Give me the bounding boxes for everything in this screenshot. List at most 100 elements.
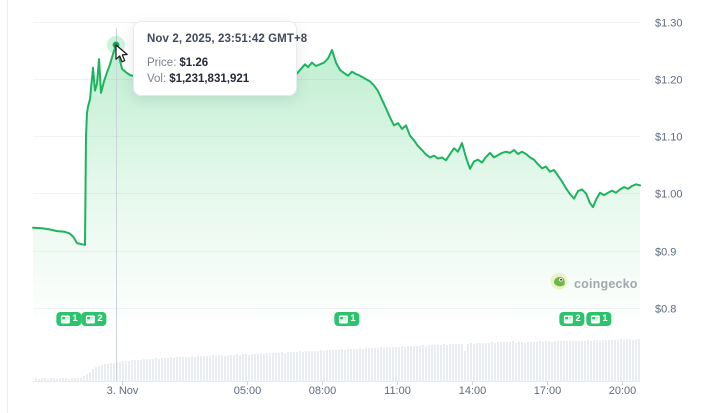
volume-bar xyxy=(368,348,370,381)
volume-bar xyxy=(188,357,190,381)
volume-bar xyxy=(140,360,142,381)
tooltip-timestamp: Nov 2, 2025, 23:51:42 GMT+8 xyxy=(147,33,308,45)
volume-bar xyxy=(356,349,358,381)
volume-bar xyxy=(230,355,232,381)
x-axis-tick-label: 20:00 xyxy=(609,385,637,397)
news-badge[interactable]: 1 xyxy=(586,312,612,326)
x-axis-tick-label: 17:00 xyxy=(534,385,562,397)
coingecko-logo-icon xyxy=(550,272,568,295)
volume-bar xyxy=(419,346,421,381)
volume-bar xyxy=(413,346,415,381)
volume-bar xyxy=(110,363,112,381)
volume-bar xyxy=(536,342,538,381)
volume-bar xyxy=(506,342,508,381)
volume-bar xyxy=(47,379,49,381)
x-axis-tick-label: 11:00 xyxy=(384,385,411,397)
volume-bar xyxy=(179,357,181,381)
volume-bar xyxy=(380,347,382,381)
volume-bar xyxy=(551,342,553,381)
volume-bar xyxy=(443,344,445,381)
volume-bar xyxy=(548,341,550,381)
volume-bar xyxy=(158,359,160,381)
tooltip-price-label: Price: xyxy=(147,57,177,69)
volume-bar xyxy=(347,349,349,381)
volume-bar xyxy=(599,341,601,381)
volume-bar xyxy=(476,343,478,381)
volume-bar xyxy=(563,341,565,381)
volume-bar xyxy=(569,341,571,381)
volume-bar xyxy=(572,341,574,381)
volume-bar xyxy=(434,345,436,381)
volume-bar xyxy=(332,350,334,381)
volume-bar xyxy=(83,376,85,381)
volume-bar xyxy=(239,355,241,381)
volume-bar xyxy=(473,344,475,381)
volume-bar xyxy=(485,343,487,381)
volume-bar xyxy=(74,378,76,381)
volume-bar xyxy=(272,353,274,381)
news-badge[interactable]: 2 xyxy=(559,312,585,326)
volume-bar xyxy=(596,340,598,381)
news-badge-count: 1 xyxy=(602,313,608,324)
volume-bar xyxy=(53,378,55,381)
volume-bar xyxy=(452,344,454,381)
volume-bar xyxy=(518,342,520,381)
volume-bar xyxy=(284,353,286,381)
volume-bar xyxy=(89,372,91,381)
volume-bar xyxy=(557,341,559,381)
volume-bar xyxy=(176,357,178,381)
volume-bar xyxy=(44,378,46,381)
y-axis-tick-label: $0.9 xyxy=(655,247,676,259)
volume-bar xyxy=(95,367,97,381)
volume-bar xyxy=(608,340,610,381)
volume-bar xyxy=(497,342,499,381)
volume-bar xyxy=(389,347,391,381)
volume-bar xyxy=(50,378,52,381)
volume-bar xyxy=(431,345,433,381)
volume-bar xyxy=(371,348,373,381)
news-badge-count: 1 xyxy=(350,313,356,324)
volume-bar xyxy=(353,349,355,381)
volume-bar xyxy=(530,342,532,381)
mouse-cursor-icon xyxy=(115,44,130,70)
news-badge[interactable]: 2 xyxy=(81,312,107,326)
volume-bar xyxy=(173,358,175,381)
news-badge[interactable]: 1 xyxy=(334,312,360,326)
y-axis-tick-label: $1.00 xyxy=(655,189,683,201)
volume-bar xyxy=(395,347,397,381)
volume-bar xyxy=(500,342,502,381)
volume-bar xyxy=(614,340,616,381)
volume-bar xyxy=(605,340,607,381)
news-badge-count: 2 xyxy=(97,313,103,324)
price-line xyxy=(32,43,641,246)
volume-bar xyxy=(206,356,208,381)
volume-bar xyxy=(467,344,469,381)
volume-bar xyxy=(35,378,37,381)
x-axis-tick-label: 08:00 xyxy=(309,385,337,397)
volume-bar xyxy=(398,347,400,381)
volume-bar xyxy=(464,351,466,381)
volume-bar xyxy=(71,378,73,381)
volume-bar xyxy=(242,354,244,381)
volume-bar xyxy=(218,355,220,381)
panel-left-border xyxy=(7,0,8,413)
volume-bar xyxy=(155,358,157,381)
news-badge[interactable]: 1 xyxy=(56,312,82,326)
volume-bar xyxy=(146,359,148,381)
volume-bar xyxy=(359,348,361,381)
volume-bar xyxy=(392,347,394,381)
price-area-fill xyxy=(33,44,640,361)
volume-bar xyxy=(305,351,307,381)
volume-bar xyxy=(257,354,259,381)
news-badge-count: 1 xyxy=(72,313,78,324)
tooltip-price-value: $1.26 xyxy=(179,57,209,69)
volume-bar xyxy=(401,346,403,381)
volume-bar xyxy=(590,341,592,381)
volume-bar xyxy=(104,364,106,381)
volume-bar xyxy=(479,343,481,381)
volume-bar xyxy=(320,350,322,381)
volume-bar xyxy=(350,349,352,381)
volume-bar xyxy=(287,352,289,381)
volume-bar xyxy=(338,350,340,381)
